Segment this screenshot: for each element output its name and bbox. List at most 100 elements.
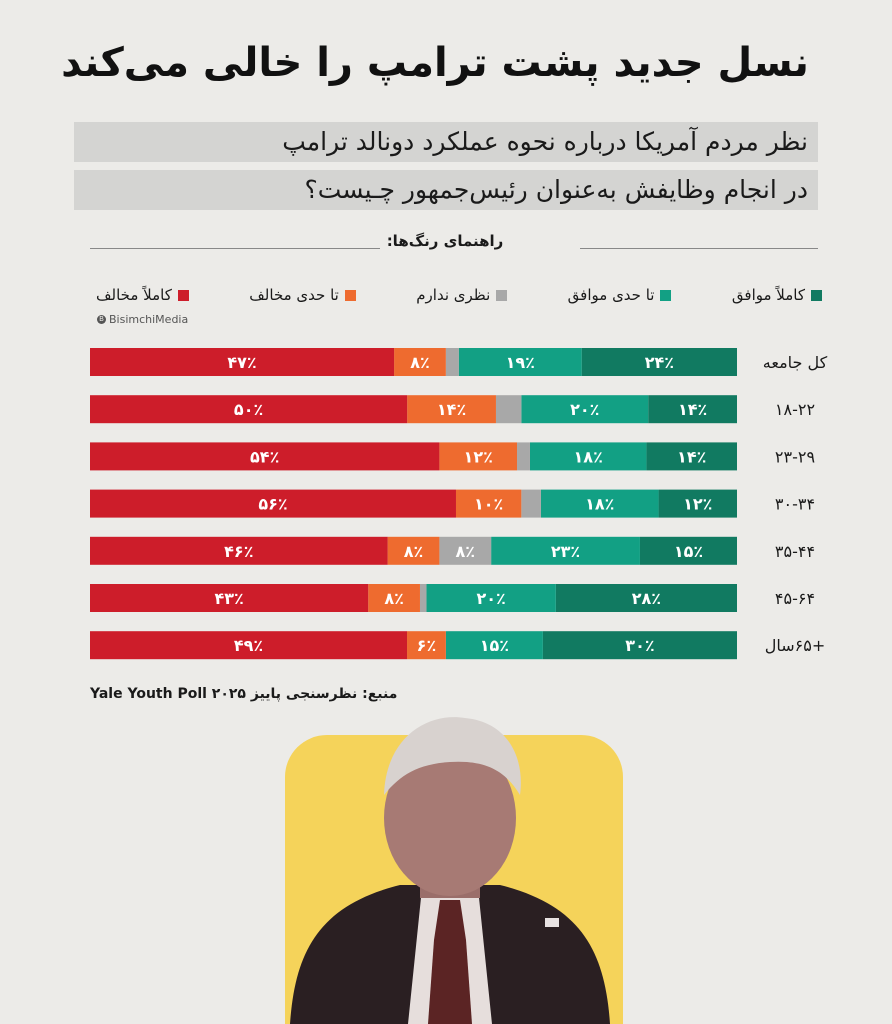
- brand-credit: B BisimchiMedia: [97, 313, 188, 326]
- legend-swatch: [496, 289, 508, 301]
- data-label: ۶٪: [417, 636, 437, 655]
- bar-segment: [439, 536, 492, 565]
- bar-segment: [658, 489, 737, 518]
- data-label: ۸٪: [410, 353, 430, 372]
- bar-segment: [521, 489, 541, 518]
- legend-swatch: [811, 289, 822, 301]
- bar-segment: [521, 395, 649, 424]
- source-note: منبع: نظرسنجی پاییز ۲۰۲۵ Yale Youth Poll: [90, 686, 398, 702]
- data-label: ۱۵٪: [480, 636, 509, 655]
- bar-segment: [555, 584, 737, 612]
- page-title: نسل جدید پشت ترامپ را خالی می‌کند: [61, 40, 809, 86]
- data-label: ۱۴٪: [437, 400, 466, 419]
- data-label: ۱۸٪: [574, 447, 603, 466]
- data-label: ۲۰٪: [570, 400, 599, 419]
- bar-segment: [540, 489, 659, 518]
- data-label: ۴۶٪: [224, 542, 253, 561]
- brand-name: BisimchiMedia: [109, 313, 189, 326]
- legend-item: تا حدی موافق: [568, 286, 672, 304]
- bar-segment: [368, 584, 420, 612]
- legend-swatch: [177, 289, 189, 301]
- legend-divider-left: [90, 248, 380, 249]
- bar-segment: [407, 631, 446, 660]
- portrait-illustration: [290, 717, 610, 1024]
- data-label: ۵۴٪: [250, 447, 279, 466]
- data-label: ۸٪: [455, 542, 475, 561]
- bar-segment: [90, 489, 456, 518]
- bar-segment: [646, 442, 737, 471]
- data-label: ۲۳٪: [551, 542, 580, 561]
- bar-segment: [90, 631, 408, 660]
- data-label: ۴۹٪: [234, 636, 263, 655]
- bar-segment: [458, 348, 582, 376]
- category-label: ۱۸-۲۲: [775, 400, 815, 419]
- bar-segment: [90, 348, 395, 376]
- face-shape: [384, 740, 516, 896]
- legend-title: راهنمای رنگ‌ها:: [386, 232, 504, 250]
- bar-segment: [407, 395, 496, 424]
- data-label: ۲۸٪: [632, 589, 661, 608]
- bar-segment: [648, 395, 737, 424]
- legend-item: کاملاً موافق: [732, 286, 822, 304]
- bar-segment: [90, 584, 369, 612]
- data-label: ۵۶٪: [258, 495, 287, 514]
- data-label: ۲۰٪: [476, 589, 505, 608]
- subtitle-line-1: نظر مردم آمریکا درباره نحوه عملکرد دونال…: [74, 122, 818, 162]
- bar-segment: [426, 584, 556, 612]
- bar-segment: [394, 348, 446, 376]
- subtitle-line-2: در انجام وظایفش به‌عنوان رئیس‌جمهور چـیس…: [74, 170, 818, 210]
- category-label: کل جامعه: [763, 353, 828, 372]
- bar-segment: [491, 536, 640, 565]
- category-label: +۶۵سال: [765, 636, 826, 655]
- data-label: ۱۵٪: [674, 542, 703, 561]
- bar-segment: [387, 536, 440, 565]
- legend-label: تا حدی مخالف: [249, 286, 339, 304]
- legend-label: نظری ندارم: [416, 286, 491, 304]
- bar-segment: [517, 442, 530, 471]
- lapel-pin-shape: [545, 918, 559, 927]
- data-label: ۱۲٪: [464, 447, 493, 466]
- bar-segment: [439, 442, 518, 471]
- category-label: ۳۰-۳۴: [775, 495, 815, 514]
- bar-segment: [639, 536, 737, 565]
- legend-divider-right: [580, 248, 818, 249]
- legend-swatch: [660, 289, 672, 301]
- data-label: ۴۳٪: [214, 589, 243, 608]
- bar-segment: [542, 631, 737, 660]
- data-label: ۵۰٪: [234, 400, 263, 419]
- category-label: ۴۵-۶۴: [775, 589, 815, 608]
- bar-segment: [419, 584, 427, 612]
- bar-segment: [90, 442, 440, 471]
- hair-shape: [384, 717, 521, 795]
- bar-segment: [529, 442, 647, 471]
- legend-item: کاملاً مخالف: [96, 286, 189, 304]
- brand-logo-icon: B: [97, 315, 106, 324]
- stacked-bar-chart: ۲۴٪ ۱۹٪ ۸٪ ۴۷٪ کل جامعه ۱۴٪ ۲۰٪ ۱۴٪ ۵۰٪ ۱۸-۲۲ ۱۴٪ ۱…: [90, 348, 828, 660]
- legend-item: تا حدی مخالف: [249, 286, 356, 304]
- data-label: ۸٪: [404, 542, 424, 561]
- category-label: ۲۳-۲۹: [775, 447, 815, 466]
- data-label: ۸٪: [384, 589, 404, 608]
- bar-segment: [445, 348, 459, 376]
- data-label: ۱۰٪: [474, 495, 503, 514]
- legend-swatch: [344, 289, 356, 301]
- legend-label: کاملاً موافق: [731, 286, 805, 304]
- bar-segment: [90, 395, 408, 424]
- data-label: ۱۴٪: [677, 447, 706, 466]
- legend-label: تا حدی موافق: [567, 286, 655, 304]
- bar-segment: [581, 348, 737, 376]
- category-label: ۳۵-۴۴: [775, 542, 815, 561]
- chart-legend: کاملاً موافق تا حدی موافق نظری ندارم تا حدی…: [96, 284, 822, 306]
- bar-segment: [495, 395, 522, 424]
- data-label: ۱۸٪: [585, 495, 614, 514]
- data-label: ۲۴٪: [645, 353, 674, 372]
- legend-label: کاملاً مخالف: [96, 286, 172, 304]
- legend-item: نظری ندارم: [416, 286, 508, 304]
- data-label: ۳۰٪: [625, 636, 654, 655]
- data-label: ۱۲٪: [683, 495, 712, 514]
- bar-segment: [445, 631, 543, 660]
- tie-shape: [428, 900, 472, 1024]
- data-label: ۱۴٪: [678, 400, 707, 419]
- bar-segment: [90, 536, 388, 565]
- data-label: ۱۹٪: [506, 353, 535, 372]
